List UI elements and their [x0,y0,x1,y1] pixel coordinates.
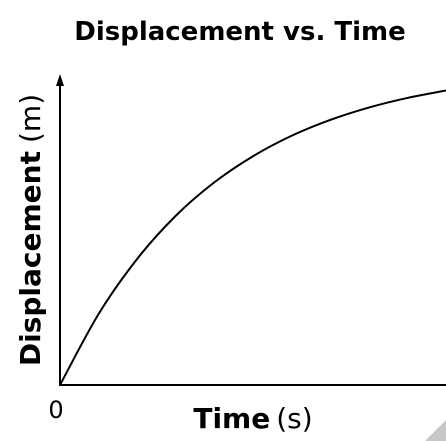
y-axis-arrow [56,74,64,86]
x-label: Time [193,402,270,435]
resize-handle [425,420,446,441]
y-unit: (m) [14,94,47,143]
x-tick-label: 0 [48,396,63,424]
line [59,89,446,386]
chart-title: Displacement vs. Time [74,17,406,47]
x-axis-label: Time (s) [193,402,312,435]
x-unit: (s) [276,402,312,435]
y-label: Displacement [14,151,47,366]
y-axis-label: Displacement (m) [14,94,47,366]
